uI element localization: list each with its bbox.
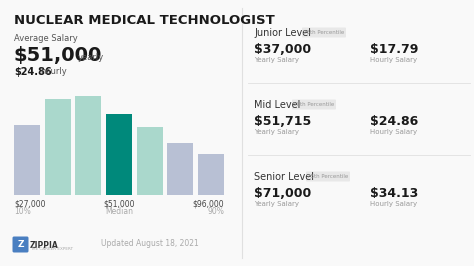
Text: $24.86: $24.86 xyxy=(14,67,52,77)
Text: yearly: yearly xyxy=(78,53,104,62)
Text: 50th Percentile: 50th Percentile xyxy=(293,102,335,107)
Bar xyxy=(167,143,193,195)
Text: Z: Z xyxy=(17,240,24,249)
Text: $37,000: $37,000 xyxy=(254,43,311,56)
Text: Yearly Salary: Yearly Salary xyxy=(254,57,299,63)
Text: $51,000: $51,000 xyxy=(14,46,102,65)
Text: $51,000: $51,000 xyxy=(103,199,135,208)
Text: $71,000: $71,000 xyxy=(254,187,311,200)
Text: Hourly Salary: Hourly Salary xyxy=(370,57,417,63)
FancyBboxPatch shape xyxy=(292,99,336,110)
Bar xyxy=(45,99,71,195)
Text: 90%: 90% xyxy=(207,207,224,216)
Text: Mid Level: Mid Level xyxy=(254,100,301,110)
Bar xyxy=(106,114,132,195)
Text: Senior Level: Senior Level xyxy=(254,172,314,182)
FancyBboxPatch shape xyxy=(12,236,28,252)
Bar xyxy=(75,95,101,195)
Text: Yearly Salary: Yearly Salary xyxy=(254,201,299,207)
Bar xyxy=(14,125,40,195)
Text: $96,000: $96,000 xyxy=(192,199,224,208)
Text: NUCLEAR MEDICAL TECHNOLOGIST: NUCLEAR MEDICAL TECHNOLOGIST xyxy=(14,14,275,27)
Text: ZIPPIA: ZIPPIA xyxy=(30,241,59,250)
Text: hourly: hourly xyxy=(40,67,67,76)
Text: Junior Level: Junior Level xyxy=(254,28,311,38)
Text: $34.13: $34.13 xyxy=(370,187,418,200)
Text: 10%: 10% xyxy=(14,207,31,216)
FancyBboxPatch shape xyxy=(306,172,350,181)
Text: 75th Percentile: 75th Percentile xyxy=(307,174,348,179)
Text: $24.86: $24.86 xyxy=(370,115,418,128)
Text: Yearly Salary: Yearly Salary xyxy=(254,129,299,135)
Text: 25th Percentile: 25th Percentile xyxy=(303,30,345,35)
Text: THE CAREER EXPERT: THE CAREER EXPERT xyxy=(30,247,73,251)
FancyBboxPatch shape xyxy=(302,27,346,38)
Text: $17.79: $17.79 xyxy=(370,43,419,56)
Text: Hourly Salary: Hourly Salary xyxy=(370,129,417,135)
Bar xyxy=(198,154,224,195)
Text: $27,000: $27,000 xyxy=(14,199,46,208)
Bar xyxy=(137,127,163,195)
Text: Hourly Salary: Hourly Salary xyxy=(370,201,417,207)
Text: Updated August 18, 2021: Updated August 18, 2021 xyxy=(101,239,199,248)
Text: Median: Median xyxy=(105,207,133,216)
Text: Average Salary: Average Salary xyxy=(14,34,78,43)
Text: $51,715: $51,715 xyxy=(254,115,311,128)
